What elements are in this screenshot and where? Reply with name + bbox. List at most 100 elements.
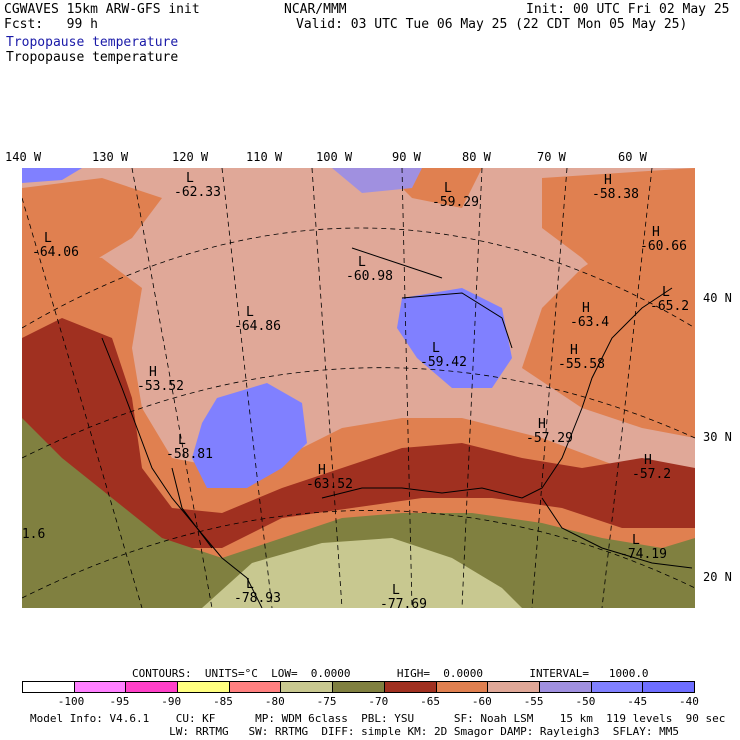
extremum-value: -60.98	[346, 269, 393, 284]
legend-swatch	[384, 682, 437, 692]
lon-label: 70 W	[537, 150, 566, 164]
extremum-marker: H	[644, 453, 652, 468]
extremum-value: -65.2	[650, 299, 689, 314]
legend-swatch	[23, 682, 75, 692]
legend-tick: -100	[57, 695, 85, 708]
lat-label: 40 N	[703, 291, 732, 305]
extremum-value: -64.06	[32, 245, 79, 260]
legend-tick: -65	[420, 695, 441, 708]
region-minus55	[22, 168, 695, 498]
extremum-marker: L	[178, 433, 186, 448]
lon-label: 80 W	[462, 150, 491, 164]
legend-tick: -60	[471, 695, 492, 708]
extremum-marker: L	[246, 577, 254, 592]
extremum-marker: H	[318, 463, 326, 478]
extremum-value: 71.6	[22, 527, 45, 542]
extremum-marker: H	[149, 365, 157, 380]
lon-label: 100 W	[316, 150, 353, 164]
region-sw-purple	[192, 383, 307, 488]
extremum-value: -55.58	[558, 357, 605, 372]
color-legend	[22, 681, 695, 693]
model-title: CGWAVES 15km ARW-GFS init	[4, 2, 200, 17]
tropopause-temperature-map: L-62.33 L-59.29H-58.38L-64.06L-60.98H-60.…	[22, 168, 695, 608]
extremum-value: -53.52	[137, 379, 184, 394]
legend-tick: -80	[264, 695, 285, 708]
extremum-marker: L	[432, 341, 440, 356]
lon-label: 140 W	[5, 150, 42, 164]
region-minus70	[22, 418, 695, 608]
extremum-value: -59.29	[432, 195, 479, 210]
legend-swatch	[436, 682, 489, 692]
region-minus65	[22, 318, 695, 548]
legend-tick: -40	[679, 695, 699, 708]
valid-time: Valid: 03 UTC Tue 06 May 25 (22 CDT Mon …	[296, 17, 688, 32]
extremum-value: -63.4	[570, 315, 609, 330]
extremum-value: -57.2	[632, 467, 671, 482]
legend-swatch	[591, 682, 644, 692]
legend-swatch	[229, 682, 282, 692]
region-purple-nw	[22, 168, 82, 183]
model-physics: LW: RRTMG SW: RRTMG DIFF: simple KM: 2D …	[30, 725, 680, 738]
lon-label: 120 W	[172, 150, 209, 164]
legend-swatch	[281, 682, 334, 692]
legend-tick: -85	[213, 695, 233, 708]
forecast-hour: Fcst: 99 h	[4, 17, 98, 32]
legend-tick: -55	[523, 695, 544, 708]
extremum-marker: L	[444, 181, 452, 196]
lat-label: 30 N	[703, 430, 732, 444]
legend-tick: -90	[161, 695, 182, 708]
init-time: Init: 00 UTC Fri 02 May 25	[526, 2, 730, 17]
graticule	[22, 168, 695, 608]
coastlines	[101, 247, 693, 608]
legend-swatch	[539, 682, 592, 692]
legend-tick: -50	[575, 695, 596, 708]
lon-label: 130 W	[92, 150, 129, 164]
field-name-primary: Tropopause temperature	[6, 35, 179, 50]
legend-tick: -45	[627, 695, 648, 708]
extremum-value: -59.42	[420, 355, 467, 370]
extremum-marker: L	[246, 305, 254, 320]
lon-label: 60 W	[618, 150, 647, 164]
legend-swatch	[74, 682, 127, 692]
legend-tick: -75	[316, 695, 337, 708]
legend-tick: -70	[368, 695, 389, 708]
extremum-value: -58.38	[592, 187, 639, 202]
region-purple-north	[332, 168, 422, 193]
field-name-secondary: Tropopause temperature	[6, 50, 179, 65]
lon-label: 110 W	[246, 150, 283, 164]
region-nw-orange	[22, 178, 162, 288]
extremum-value: -63.52	[306, 477, 353, 492]
lon-label: 90 W	[392, 150, 421, 164]
region-great-lakes-purple	[397, 288, 512, 388]
extremum-marker: L	[632, 533, 640, 548]
extremum-marker: L	[186, 171, 194, 186]
legend-swatch	[488, 682, 540, 692]
extremum-marker: L	[662, 285, 670, 300]
model-info: Model Info: V4.6.1 CU: KF MP: WDM 6class…	[30, 712, 726, 725]
extremum-marker: L	[44, 231, 52, 246]
extremum-value: -74.19	[620, 547, 667, 562]
extremum-marker: H	[570, 343, 578, 358]
legend-tick: -95	[109, 695, 130, 708]
extremum-value: -57.29	[526, 431, 573, 446]
extremum-marker: H	[538, 417, 546, 432]
legend-swatch	[126, 682, 179, 692]
contour-info: CONTOURS: UNITS=°C LOW= 0.0000 HIGH= 0.0…	[132, 667, 649, 680]
region-minus75	[202, 538, 522, 608]
legend-swatch	[643, 682, 694, 692]
lat-label: 20 N	[703, 570, 732, 584]
extremum-value: -58.81	[166, 447, 213, 462]
extremum-marker: H	[604, 173, 612, 188]
legend-swatch	[333, 682, 385, 692]
legend-swatch	[178, 682, 230, 692]
extremum-value: -60.66	[640, 239, 687, 254]
extremum-value: -78.93	[234, 591, 281, 606]
extremum-value: -64.86	[234, 319, 281, 334]
extremum-marker: L	[358, 255, 366, 270]
extremum-marker: L	[392, 583, 400, 598]
extremum-marker: H	[652, 225, 660, 240]
extremum-marker: H	[582, 301, 590, 316]
region-ne-orange	[542, 168, 695, 308]
extremum-value: -77.69	[380, 597, 427, 608]
organization: NCAR/MMM	[284, 2, 347, 17]
